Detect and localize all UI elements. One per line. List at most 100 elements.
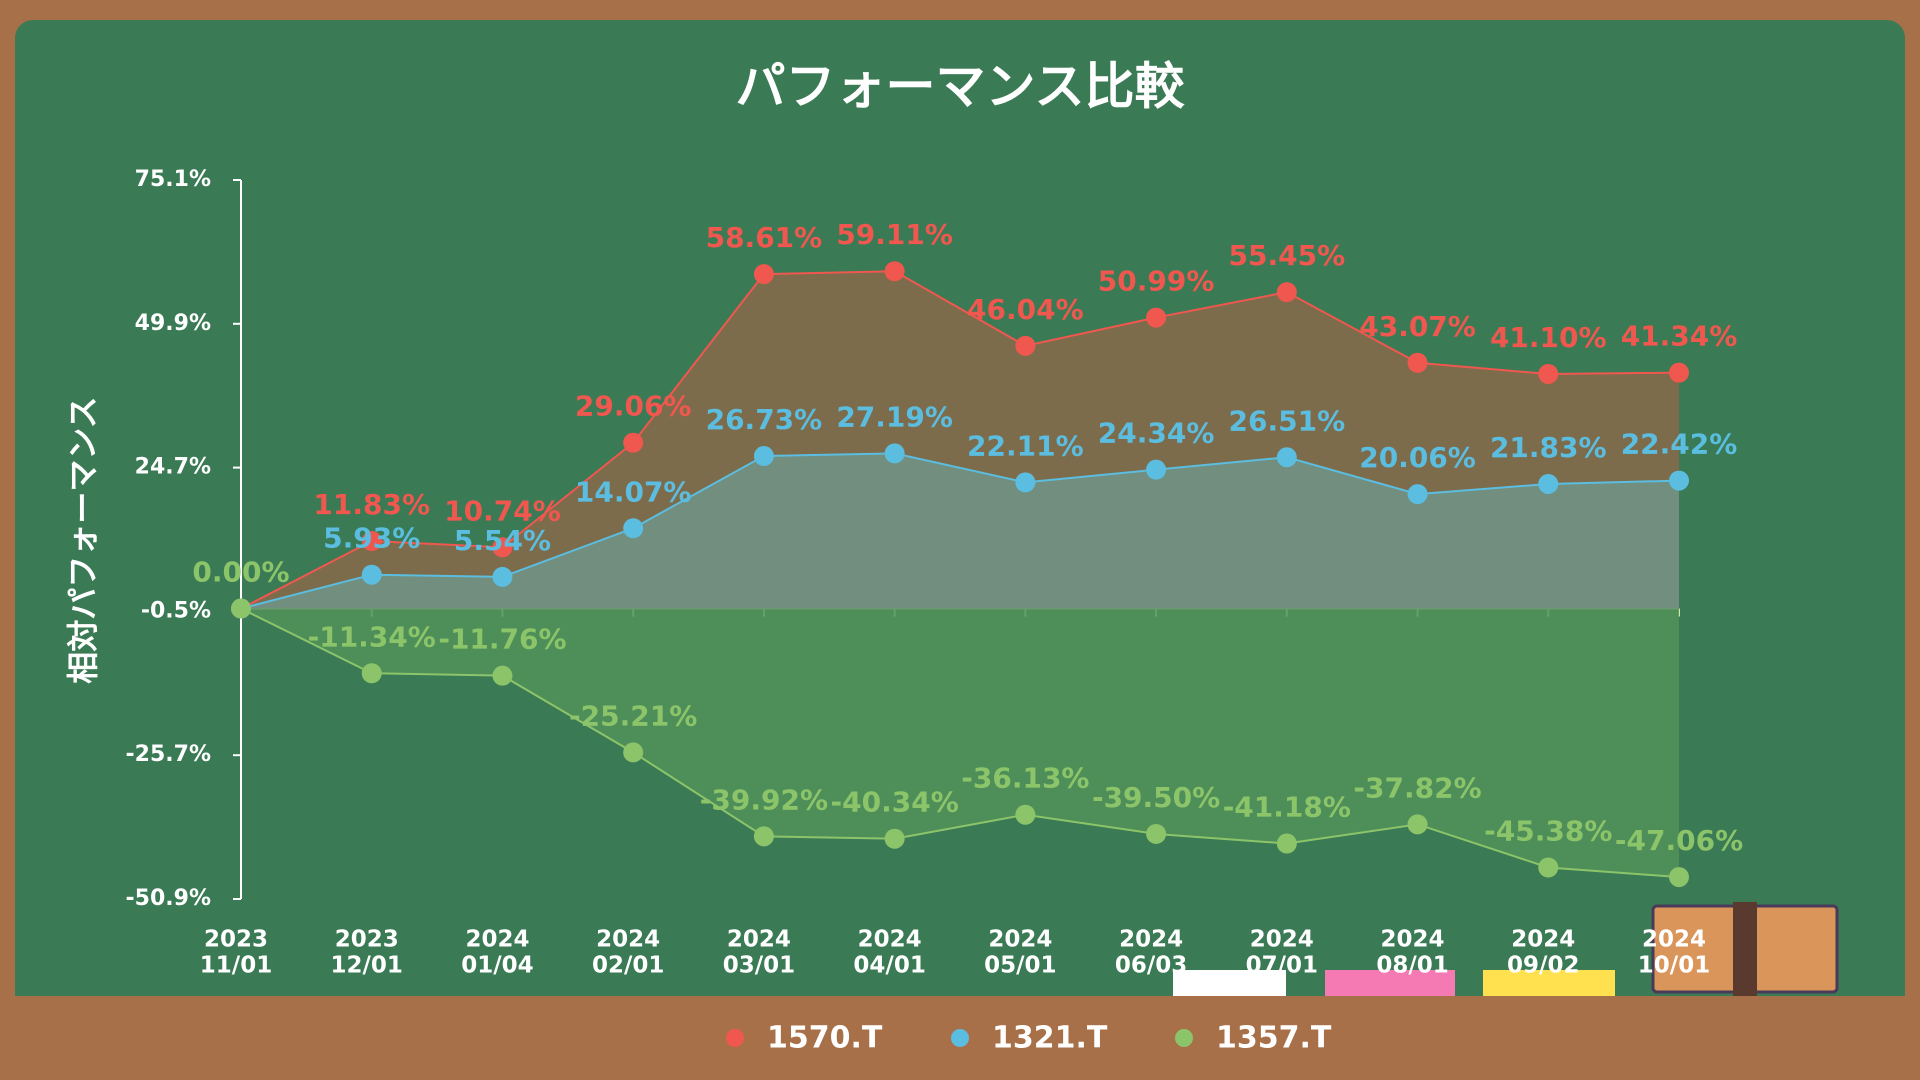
chart-title: パフォーマンス比較 [736,58,1186,116]
data-label: 14.07% [575,475,692,508]
data-label: 10.74% [444,494,561,527]
y-tick-label: 24.7% [135,455,211,480]
data-label: 50.99% [1098,265,1215,298]
point [1407,352,1428,373]
data-label: -11.76% [438,623,566,656]
point [1015,804,1036,825]
x-tick-label: 10/01 [1638,953,1710,979]
data-label: 0.00% [192,556,289,589]
chalk-pink [1325,970,1455,996]
data-label: -11.34% [308,620,436,653]
point [623,518,644,539]
point [1015,335,1036,356]
data-label: 26.73% [706,403,823,436]
point [361,663,382,684]
data-label: 27.19% [836,400,953,433]
point [884,261,905,282]
data-label: -41.18% [1223,791,1351,824]
x-tick-label: 2023 [204,927,268,953]
point [492,537,513,558]
x-tick-label: 11/01 [200,953,272,979]
point [1407,484,1428,505]
y-tick-label: -50.9% [126,886,211,911]
data-label: 26.51% [1229,404,1346,437]
data-label: -39.50% [1092,781,1220,814]
point [1407,814,1428,835]
x-tick-label: 03/01 [723,953,795,979]
x-tick-label: 2024 [1381,927,1445,953]
point [1015,472,1036,493]
data-label: 29.06% [575,390,692,423]
x-tick-label: 06/03 [1115,953,1187,979]
x-tick-label: 07/01 [1246,953,1318,979]
data-label: 46.04% [967,293,1084,326]
y-tick-label: -0.5% [141,598,211,623]
data-label: -25.21% [569,699,697,732]
point [1669,362,1689,383]
line [240,452,1680,610]
point [492,566,513,587]
data-label: -39.92% [700,783,828,816]
x-tick-label: 2024 [1642,927,1706,953]
x-tick-label: 04/01 [853,953,925,979]
point [1669,867,1689,888]
y-tick-label: 49.9% [135,311,211,336]
x-tick-label: 2023 [335,927,399,953]
x-tick-label: 2024 [465,927,529,953]
x-tick-label: 05/01 [984,953,1056,979]
point [361,564,382,585]
point [753,446,774,467]
data-label: -37.82% [1353,771,1481,804]
area [241,608,1679,878]
point [1538,473,1559,494]
data-label: 55.45% [1229,239,1346,272]
x-tick-label: 08/01 [1376,953,1448,979]
point [623,742,644,763]
y-tick-label: 75.1% [135,167,211,192]
x-tick-label: 2024 [858,927,922,953]
data-label: 5.93% [323,522,420,555]
point [361,531,382,552]
line [240,607,1680,879]
data-label: 41.10% [1490,321,1607,354]
data-label: 58.61% [706,221,823,254]
point [1146,823,1167,844]
data-label: 41.34% [1621,320,1738,353]
point [1538,857,1559,878]
point [1538,364,1559,385]
point [884,828,905,849]
point [623,432,644,453]
x-tick-label: 09/02 [1507,953,1579,979]
point [1276,282,1297,303]
y-tick-label: -25.7% [126,742,211,767]
data-label: 24.34% [1098,417,1215,450]
point [884,443,905,464]
line [240,270,1680,610]
data-label: -45.38% [1484,815,1612,848]
data-label: 11.83% [313,488,430,521]
data-label: 22.11% [967,429,1084,462]
x-tick-label: 2024 [727,927,791,953]
area [241,453,1679,609]
legend-marker [951,1029,969,1047]
x-tick-label: 12/01 [331,953,403,979]
data-label: -47.06% [1615,824,1743,857]
data-label: 5.54% [454,524,551,557]
point [753,264,774,285]
legend-label: 1570.T [767,1021,883,1056]
data-label: -40.34% [831,786,959,819]
y-axis-label: 相対パフォーマンス [64,396,102,683]
point [231,598,251,619]
x-tick-label: 02/01 [592,953,664,979]
point [1669,470,1689,491]
point [1146,307,1167,328]
x-tick-label: 2024 [1119,927,1183,953]
x-tick-label: 2024 [1250,927,1314,953]
x-tick-label: 2024 [596,927,660,953]
chalk-yellow [1483,970,1615,996]
point [492,665,513,686]
point [1146,459,1167,480]
legend-marker [726,1029,744,1047]
legend-label: 1321.T [992,1021,1108,1056]
